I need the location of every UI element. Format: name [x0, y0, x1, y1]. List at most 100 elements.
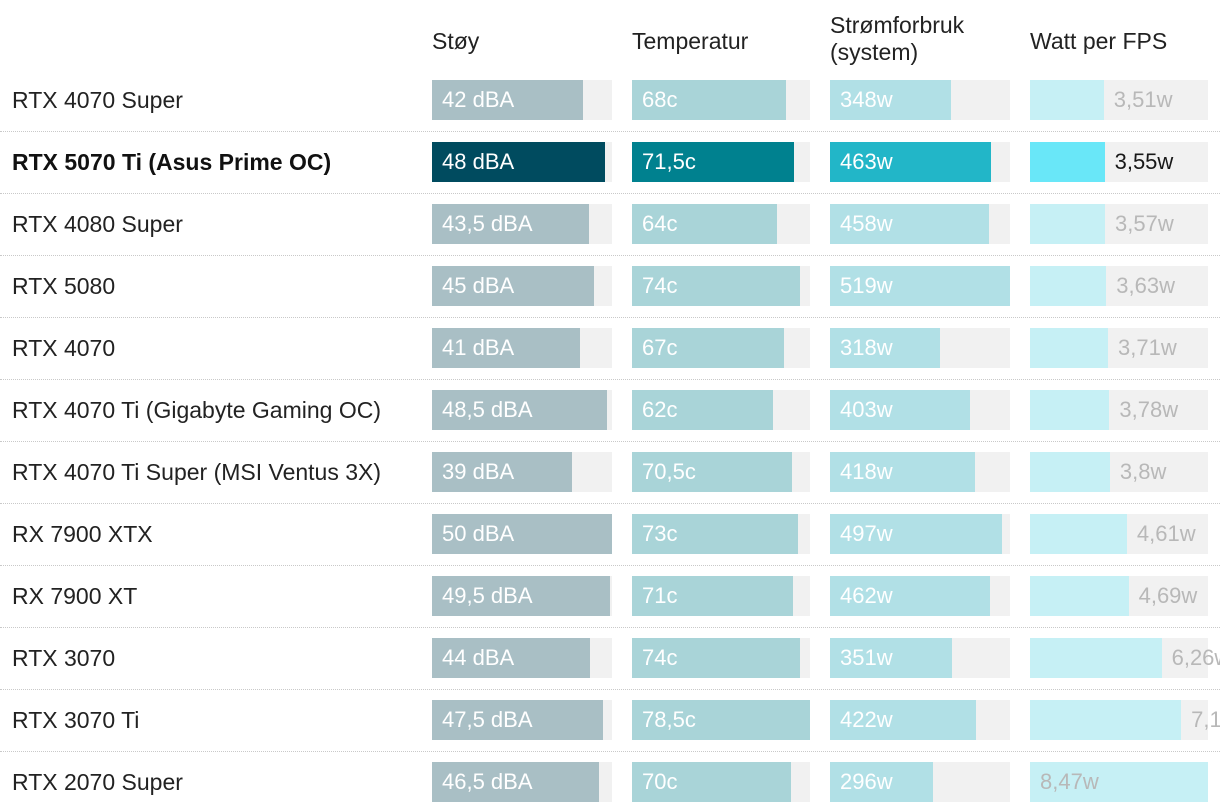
bar-track-noise: 48 dBA: [432, 142, 612, 182]
bar-power: [830, 638, 952, 678]
bar-track-power: 462w: [830, 576, 1010, 616]
bar-track-wpf: 8,47w: [1030, 762, 1208, 802]
bar-track-noise: 39 dBA: [432, 452, 612, 492]
bar-power: [830, 328, 941, 368]
value-label-temp: 64c: [642, 211, 678, 236]
bar-track-temp: 68c: [632, 80, 810, 120]
bar-wpf: [1030, 390, 1110, 430]
row-divider: [0, 627, 1220, 628]
value-label-temp: 62c: [642, 397, 678, 422]
bar-track-noise: 43,5 dBA: [432, 204, 612, 244]
column-header-noise: Støy: [432, 28, 480, 54]
bar-temp: [632, 762, 791, 802]
bar-track-power: 463w: [830, 142, 1010, 182]
value-label-temp: 71,5c: [642, 149, 696, 174]
column-header-temp: Temperatur: [632, 28, 749, 54]
row-label: RTX 2070 Super: [12, 769, 183, 795]
bar-noise: [432, 204, 589, 244]
value-label-power: 422w: [840, 707, 893, 732]
bar-track-wpf: 3,63w: [1030, 266, 1208, 306]
bar-temp: [632, 390, 773, 430]
bar-temp: [632, 80, 787, 120]
bar-wpf: [1030, 700, 1182, 740]
bar-noise: [432, 700, 603, 740]
bar-wpf: [1030, 576, 1129, 616]
value-label-wpf: 3,63w: [1116, 273, 1176, 298]
bar-wpf: [1030, 204, 1105, 244]
bar-noise: [432, 142, 605, 182]
value-label-noise: 46,5 dBA: [442, 769, 533, 794]
bar-track-noise: 45 dBA: [432, 266, 612, 306]
bar-temp: [632, 328, 784, 368]
value-label-temp: 78,5c: [642, 707, 696, 732]
value-label-noise: 42 dBA: [442, 87, 515, 112]
bar-track-noise: 49,5 dBA: [432, 576, 612, 616]
row-label: RTX 4070: [12, 335, 116, 361]
value-label-wpf: 3,78w: [1119, 397, 1179, 422]
bar-power: [830, 452, 975, 492]
bar-track-temp: 74c: [632, 266, 810, 306]
bar-power: [830, 142, 991, 182]
bar-track-power: 318w: [830, 328, 1010, 368]
bar-temp: [632, 514, 798, 554]
bar-temp: [632, 452, 792, 492]
value-label-noise: 41 dBA: [442, 335, 515, 360]
value-label-wpf: 8,47w: [1040, 769, 1099, 794]
value-label-noise: 48 dBA: [442, 149, 515, 174]
value-label-temp: 74c: [642, 273, 678, 298]
bar-track-noise: 47,5 dBA: [432, 700, 612, 740]
value-label-wpf: 6,26w: [1171, 645, 1220, 670]
value-label-wpf: 7,19w: [1191, 707, 1220, 732]
bar-wpf: [1030, 80, 1104, 120]
bar-track-temp: 73c: [632, 514, 810, 554]
bar-noise: [432, 328, 580, 368]
row-divider: [0, 317, 1220, 318]
row-label: RTX 3070: [12, 645, 116, 671]
bar-track-noise: 46,5 dBA: [432, 762, 612, 802]
bar-track-power: 348w: [830, 80, 1010, 120]
bar-track-noise: 41 dBA: [432, 328, 612, 368]
value-label-temp: 71c: [642, 583, 678, 608]
value-label-power: 318w: [840, 335, 893, 360]
value-label-power: 462w: [840, 583, 893, 608]
bar-noise: [432, 514, 612, 554]
row-divider: [0, 565, 1220, 566]
bar-track-wpf: 3,57w: [1030, 204, 1208, 244]
bar-track-wpf: 3,71w: [1030, 328, 1208, 368]
row-label: RTX 4080 Super: [12, 211, 183, 237]
bar-power: [830, 514, 1003, 554]
row-label: RX 7900 XT: [12, 583, 138, 609]
value-label-wpf: 3,8w: [1119, 459, 1167, 484]
value-label-noise: 50 dBA: [442, 521, 515, 546]
bar-noise: [432, 266, 594, 306]
column-header-wpf: Watt per FPS: [1030, 28, 1168, 54]
bar-track-power: 296w: [830, 762, 1010, 802]
bar-track-power: 458w: [830, 204, 1010, 244]
value-label-temp: 70c: [642, 769, 678, 794]
value-label-power: 403w: [840, 397, 893, 422]
bar-noise: [432, 80, 584, 120]
bar-wpf: [1030, 142, 1105, 182]
value-label-power: 296w: [840, 769, 893, 794]
bar-track-temp: 70,5c: [632, 452, 810, 492]
bar-temp: [632, 576, 793, 616]
row-label: RTX 5080: [12, 273, 116, 299]
bar-track-temp: 71,5c: [632, 142, 810, 182]
bar-track-wpf: 3,51w: [1030, 80, 1208, 120]
bar-temp: [632, 638, 800, 678]
bar-noise: [432, 390, 607, 430]
bar-temp: [632, 700, 810, 740]
bar-temp: [632, 266, 800, 306]
row-label: RTX 5070 Ti (Asus Prime OC): [12, 149, 332, 175]
value-label-temp: 67c: [642, 335, 678, 360]
bar-wpf: [1030, 514, 1127, 554]
value-label-power: 418w: [840, 459, 893, 484]
value-label-noise: 49,5 dBA: [442, 583, 533, 608]
value-label-wpf: 3,71w: [1118, 335, 1177, 360]
row-divider: [0, 193, 1220, 194]
row-divider: [0, 689, 1220, 690]
row-label: RTX 4070 Super: [12, 87, 183, 113]
value-label-noise: 48,5 dBA: [442, 397, 533, 422]
value-label-power: 351w: [840, 645, 893, 670]
